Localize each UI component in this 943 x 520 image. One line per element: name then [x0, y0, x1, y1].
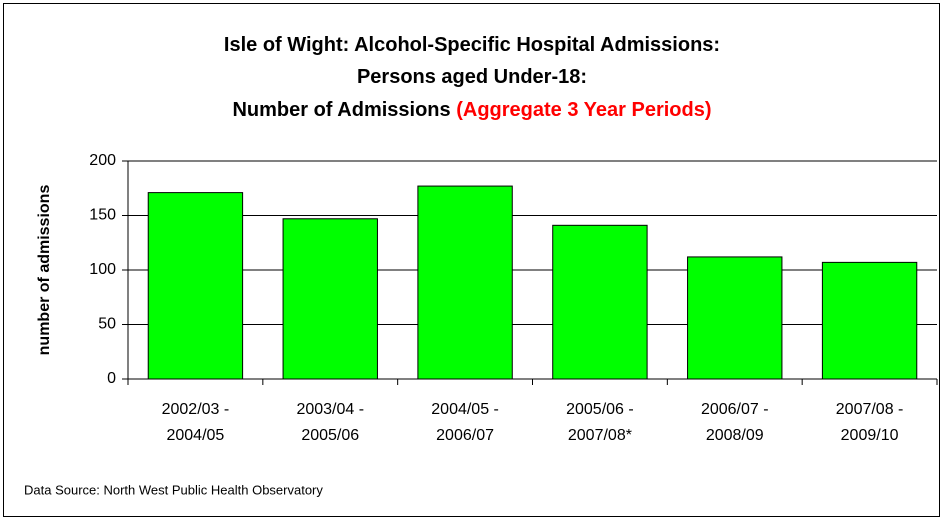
x-tick-label: 2005/06	[301, 427, 359, 444]
y-tick-label: 200	[89, 152, 116, 169]
x-tick-label: 2007/08*	[568, 427, 632, 444]
x-tick-label: 2003/04 -	[296, 401, 364, 418]
chart-title: Number of Admissions (Aggregate 3 Year P…	[232, 99, 711, 121]
x-tick-label: 2004/05 -	[431, 401, 499, 418]
x-tick-label: 2006/07 -	[701, 401, 769, 418]
bar	[821, 261, 918, 380]
bar	[552, 224, 648, 380]
chart-title: Persons aged Under-18:	[357, 66, 587, 88]
title-line: Persons aged Under-18:	[357, 66, 587, 88]
x-tick-label: 2004/05	[166, 427, 224, 444]
y-tick-label: 150	[89, 207, 116, 224]
bar	[417, 185, 513, 380]
chart-title: Isle of Wight: Alcohol-Specific Hospital…	[224, 34, 720, 56]
source: Data Source: North West Public Health Ob…	[24, 482, 323, 497]
bar	[282, 218, 378, 380]
x-tick-label: 2007/08 -	[836, 401, 904, 418]
y-axis-label: number of admissions	[36, 185, 53, 356]
bar	[687, 256, 783, 380]
x-tick-label: 2008/09	[706, 427, 764, 444]
y-tick-label: 50	[98, 316, 116, 333]
title-line: Isle of Wight: Alcohol-Specific Hospital…	[224, 34, 720, 56]
y-tick-label: 100	[89, 261, 116, 278]
x-tick-label: 2002/03 -	[162, 401, 230, 418]
x-tick-label: 2009/10	[841, 427, 899, 444]
bar	[147, 192, 244, 380]
x-tick-label: 2005/06 -	[566, 401, 634, 418]
y-tick-label: 0	[107, 370, 116, 387]
title-line: Number of Admissions	[232, 99, 450, 121]
x-tick-label: 2006/07	[436, 427, 494, 444]
title-highlight: (Aggregate 3 Year Periods)	[456, 99, 711, 121]
